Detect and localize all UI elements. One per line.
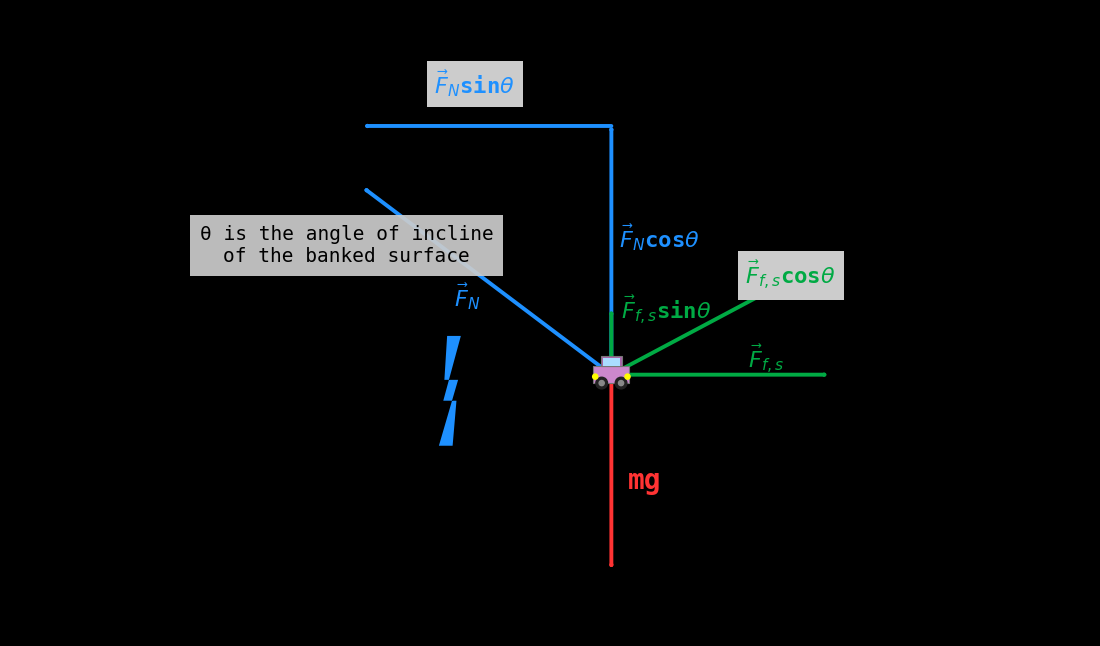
Circle shape [625,374,630,379]
Circle shape [618,380,624,386]
Text: θ is the angle of incline
of the banked surface: θ is the angle of incline of the banked … [199,225,494,266]
Text: $\vec{F}_{f,s}$cos$\theta$: $\vec{F}_{f,s}$cos$\theta$ [746,258,836,292]
Text: $\vec{F}_{f,s}$: $\vec{F}_{f,s}$ [748,343,784,376]
Text: $\vec{F}_{N}$: $\vec{F}_{N}$ [454,281,481,312]
Circle shape [596,377,607,389]
Bar [593,366,629,383]
Polygon shape [439,336,461,446]
Text: $\vec{F}_{N}$sin$\theta$: $\vec{F}_{N}$sin$\theta$ [434,68,515,99]
Circle shape [615,377,627,389]
Bar [603,358,619,366]
Text: mg: mg [627,467,661,495]
Text: $\vec{F}_{N}$cos$\theta$: $\vec{F}_{N}$cos$\theta$ [619,222,700,253]
Circle shape [593,374,597,379]
Circle shape [600,380,604,386]
Text: $\vec{F}_{f,s}$sin$\theta$: $\vec{F}_{f,s}$sin$\theta$ [621,293,712,327]
Bar [601,356,621,366]
